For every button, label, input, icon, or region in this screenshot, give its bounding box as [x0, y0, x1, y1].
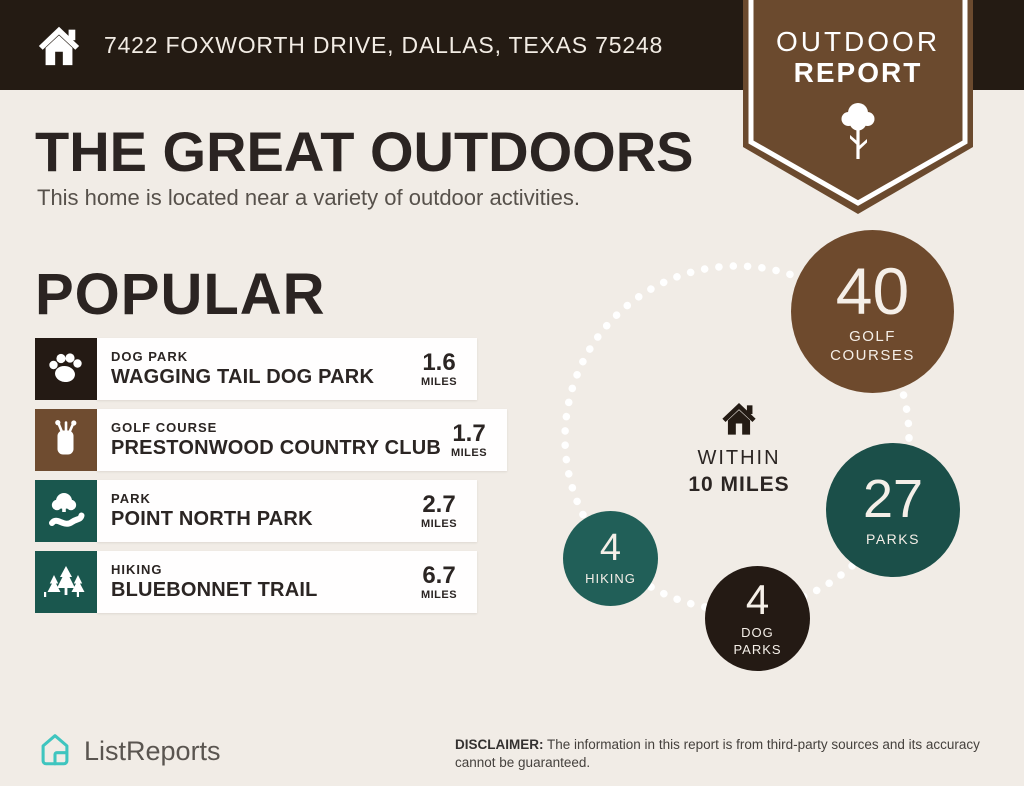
- park-tree-icon: [35, 480, 97, 542]
- item-distance: 2.7 MILES: [420, 490, 458, 530]
- badge-title-line2: REPORT: [793, 57, 923, 88]
- page-title: THE GREAT OUTDOORS: [35, 120, 694, 183]
- list-item-dog-park: DOG PARK WAGGING TAIL DOG PARK 1.6 MILES: [35, 338, 477, 400]
- listreports-house-logo-icon: [41, 734, 69, 766]
- item-category: GOLF COURSE: [111, 420, 218, 435]
- item-name: PRESTONWOOD COUNTRY CLUB: [111, 437, 441, 459]
- item-distance: 1.7 MILES: [450, 419, 488, 459]
- pine-trees-icon: [35, 551, 97, 613]
- item-name: BLUEBONNET TRAIL: [111, 579, 318, 601]
- item-distance: 6.7 MILES: [420, 561, 458, 601]
- outdoor-report-badge: OUTDOOR REPORT: [743, 0, 973, 215]
- item-name: POINT NORTH PARK: [111, 508, 313, 530]
- golf-bag-icon: [35, 409, 97, 471]
- item-name: WAGGING TAIL DOG PARK: [111, 366, 375, 388]
- item-distance: 1.6 MILES: [420, 348, 458, 388]
- within-label: WITHIN: [697, 447, 781, 469]
- popular-heading: POPULAR: [35, 262, 326, 327]
- radius-center-label: WITHIN 10 MILES: [660, 399, 818, 497]
- bubble-hiking: 4 HIKING: [563, 511, 658, 606]
- disclaimer-text: DISCLAIMER: The information in this repo…: [455, 737, 980, 771]
- item-category: HIKING: [111, 562, 163, 577]
- home-icon: [38, 26, 80, 66]
- list-item-park: PARK POINT NORTH PARK 2.7 MILES: [35, 480, 477, 542]
- item-category: DOG PARK: [111, 349, 189, 364]
- page-subtitle: This home is located near a variety of o…: [37, 185, 580, 210]
- list-item-golf-course: GOLF COURSE PRESTONWOOD COUNTRY CLUB 1.7…: [35, 409, 507, 471]
- listreports-brand: ListReports: [38, 731, 221, 771]
- tree-icon: [841, 103, 875, 159]
- list-item-hiking: HIKING BLUEBONNET TRAIL 6.7 MILES: [35, 551, 477, 613]
- bubble-parks: 27 PARKS: [826, 443, 960, 577]
- bubble-golf-courses: 40 GOLF COURSES: [791, 230, 954, 393]
- brand-name: ListReports: [84, 735, 221, 766]
- bubble-dog-parks: 4 DOG PARKS: [705, 566, 810, 671]
- home-icon: [722, 402, 756, 435]
- popular-list: DOG PARK WAGGING TAIL DOG PARK 1.6 MILES: [35, 338, 507, 613]
- badge-title-line1: OUTDOOR: [775, 26, 941, 57]
- miles-label: 10 MILES: [688, 473, 790, 496]
- paw-icon: [35, 338, 97, 400]
- property-address: 7422 FOXWORTH DRIVE, DALLAS, TEXAS 75248: [104, 31, 664, 58]
- item-category: PARK: [111, 491, 151, 506]
